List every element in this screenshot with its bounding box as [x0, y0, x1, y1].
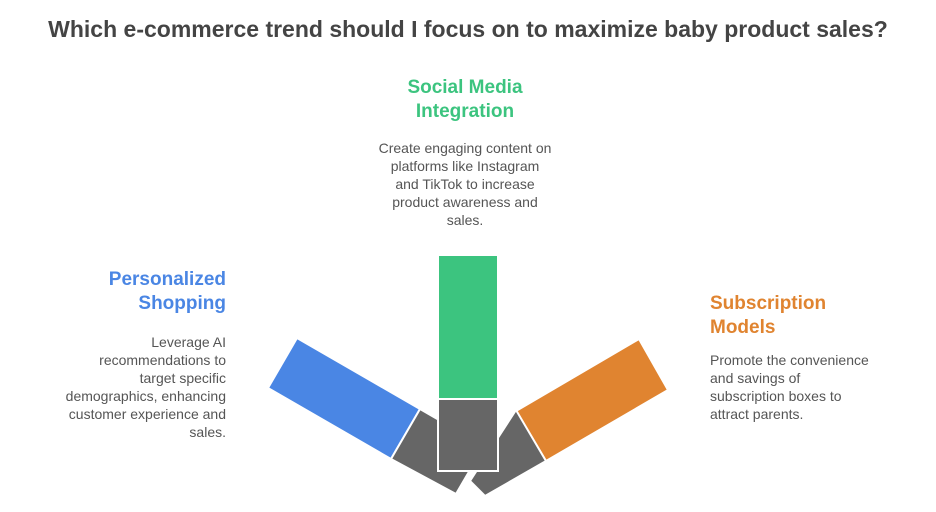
social-blade-handle	[437, 398, 499, 472]
subscription-models-description: Promote the convenience and savings of s…	[710, 352, 869, 422]
subscription-blade	[468, 337, 670, 498]
subscription-models-heading: Subscription Models	[710, 293, 827, 338]
social-media-description: Create engaging content on platforms lik…	[378, 140, 552, 228]
personalized-blade-color	[266, 336, 422, 461]
subscription-blade-color	[514, 337, 670, 463]
personalized-shopping-heading: Personalized Shopping	[108, 269, 226, 314]
subscription-blade-handle	[468, 408, 548, 498]
social-media-heading: Social Media Integration	[407, 77, 523, 122]
social-blade	[437, 254, 499, 472]
social-blade-color	[437, 254, 499, 400]
personalized-shopping-description: Leverage AI recommendations to target sp…	[65, 334, 226, 440]
page-title: Which e-commerce trend should I focus on…	[48, 16, 888, 42]
